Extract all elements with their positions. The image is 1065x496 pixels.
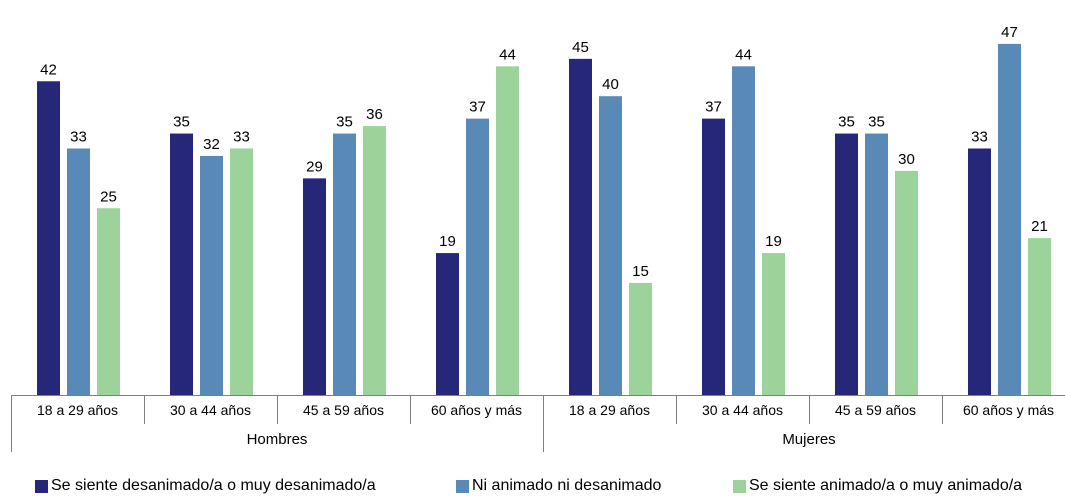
value-label-s0-c5: 37 bbox=[705, 99, 722, 116]
value-label-s1-c1: 32 bbox=[203, 136, 220, 153]
bar-s0-c4 bbox=[569, 58, 592, 395]
legend-swatch-neutral bbox=[456, 479, 469, 493]
value-label-s2-c6: 30 bbox=[898, 151, 915, 168]
value-label-s0-c7: 33 bbox=[971, 128, 988, 145]
bar-s1-c4 bbox=[599, 96, 622, 395]
bar-s1-c2 bbox=[333, 133, 356, 396]
legend-swatch-animado bbox=[733, 479, 746, 493]
value-label-s0-c1: 35 bbox=[173, 114, 190, 131]
bar-s2-c5 bbox=[762, 253, 785, 395]
legend: Se siente desanimado/a o muy desanimado/… bbox=[0, 469, 1065, 496]
value-label-s2-c3: 44 bbox=[499, 46, 516, 63]
bar-s0-c3 bbox=[436, 253, 459, 395]
category-label: 30 a 44 años bbox=[702, 402, 783, 418]
bar-s0-c1 bbox=[170, 133, 193, 396]
category-tick-labels: 18 a 29 años 30 a 44 años 45 a 59 años 60 a… bbox=[37, 402, 1054, 418]
value-label-s1-c7: 47 bbox=[1001, 24, 1018, 41]
value-label-s1-c2: 35 bbox=[336, 114, 353, 131]
category-label: 18 a 29 años bbox=[569, 402, 650, 418]
bar-s0-c6 bbox=[835, 133, 858, 396]
category-label: 45 a 59 años bbox=[303, 402, 384, 418]
bar-s1-c5 bbox=[732, 66, 755, 395]
bar-s1-c7 bbox=[998, 43, 1021, 395]
value-label-s1-c0: 33 bbox=[70, 128, 87, 145]
bar-chart: 42 35 29 19 45 37 35 33 33 32 35 37 40 44 35 47 25 33 36 44… bbox=[11, 24, 1065, 452]
legend-label-desanimado: Se siente desanimado/a o muy desanimado/… bbox=[51, 477, 376, 494]
value-label-s0-c0: 42 bbox=[40, 61, 57, 78]
value-label-s1-c3: 37 bbox=[469, 99, 486, 116]
value-label-s0-c2: 29 bbox=[306, 158, 323, 175]
bar-s0-c2 bbox=[303, 178, 326, 395]
bar-s2-c3 bbox=[496, 66, 519, 395]
value-label-s0-c6: 35 bbox=[838, 114, 855, 131]
legend-item-animado: Se siente animado/a o muy animado/a bbox=[733, 477, 1022, 495]
value-label-s0-c3: 19 bbox=[439, 233, 456, 250]
legend-label-animado: Se siente animado/a o muy animado/a bbox=[749, 477, 1023, 494]
value-label-s0-c4: 45 bbox=[572, 39, 589, 56]
bar-s2-c6 bbox=[895, 170, 918, 395]
category-label: 60 años y más bbox=[963, 402, 1054, 418]
group-labels: Hombres Mujeres bbox=[247, 431, 836, 448]
bar-s2-c1 bbox=[230, 148, 253, 395]
bar-s0-c5 bbox=[702, 118, 725, 396]
legend-label-neutral: Ni animado ni desanimado bbox=[472, 477, 662, 494]
category-label: 18 a 29 años bbox=[37, 402, 118, 418]
bar-s1-c1 bbox=[200, 155, 223, 395]
legend-item-desanimado: Se siente desanimado/a o muy desanimado/… bbox=[35, 477, 376, 495]
group-label-hombres: Hombres bbox=[247, 431, 308, 448]
value-label-s2-c2: 36 bbox=[366, 106, 383, 123]
legend-item-neutral: Ni animado ni desanimado bbox=[456, 477, 661, 495]
bar-s1-c6 bbox=[865, 133, 888, 396]
bar-s2-c7 bbox=[1028, 238, 1051, 395]
legend-swatch-desanimado bbox=[35, 479, 48, 493]
category-label: 30 a 44 años bbox=[170, 402, 251, 418]
value-label-s2-c4: 15 bbox=[632, 263, 649, 280]
bar-s0-c0 bbox=[37, 81, 60, 395]
bar-s0-c7 bbox=[968, 148, 991, 395]
value-label-s2-c7: 21 bbox=[1031, 218, 1048, 235]
bar-s2-c2 bbox=[363, 126, 386, 395]
bar-s2-c4 bbox=[629, 282, 652, 395]
bar-s2-c0 bbox=[97, 208, 120, 395]
group-label-mujeres: Mujeres bbox=[782, 431, 835, 448]
category-label: 60 años y más bbox=[431, 402, 522, 418]
value-labels-layer: 42 35 29 19 45 37 35 33 33 32 35 37 40 44 35 47 25 33 36 44… bbox=[40, 24, 1048, 280]
value-label-s1-c6: 35 bbox=[868, 114, 885, 131]
bar-s1-c3 bbox=[466, 118, 489, 396]
value-label-s1-c4: 40 bbox=[602, 76, 619, 93]
value-label-s2-c5: 19 bbox=[765, 233, 782, 250]
bar-s1-c0 bbox=[67, 148, 90, 395]
category-label: 45 a 59 años bbox=[835, 402, 916, 418]
value-label-s2-c1: 33 bbox=[233, 128, 250, 145]
category-axis bbox=[11, 395, 1065, 452]
value-label-s1-c5: 44 bbox=[735, 46, 752, 63]
bars-layer bbox=[37, 43, 1051, 396]
value-label-s2-c0: 25 bbox=[100, 188, 117, 205]
